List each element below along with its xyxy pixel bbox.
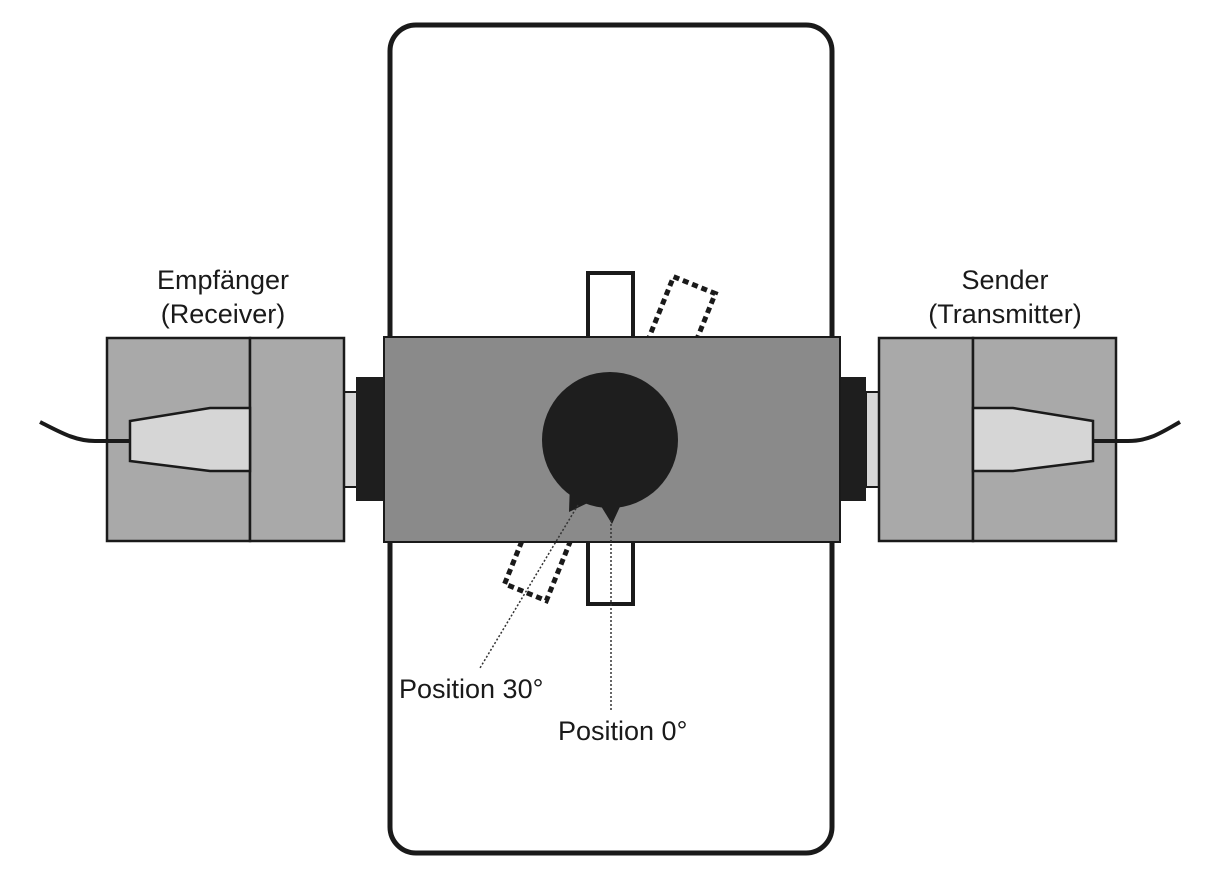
rotary-disc <box>542 372 678 508</box>
slot-0-upper <box>586 271 635 350</box>
transmitter-label-line1: Sender <box>961 265 1048 295</box>
receiver-connector-nut <box>356 377 384 501</box>
position-0-label: Position 0° <box>558 716 687 746</box>
receiver-housing-front <box>248 336 346 543</box>
receiver-lens <box>128 406 252 473</box>
position-30-label: Position 30° <box>399 674 543 704</box>
transmitter-cable <box>1093 420 1181 443</box>
transmitter-lens <box>971 406 1095 473</box>
receiver-label-line2: (Receiver) <box>161 299 286 329</box>
pointer-30 <box>569 482 594 512</box>
transmitter-housing-front <box>877 336 975 543</box>
transmitter-label-line2: (Transmitter) <box>928 299 1082 329</box>
receiver-cable <box>39 420 130 443</box>
pointer-0 <box>596 498 624 524</box>
receiver-label-line1: Empfänger <box>157 265 289 295</box>
transmitter-connector-nut <box>838 377 866 501</box>
